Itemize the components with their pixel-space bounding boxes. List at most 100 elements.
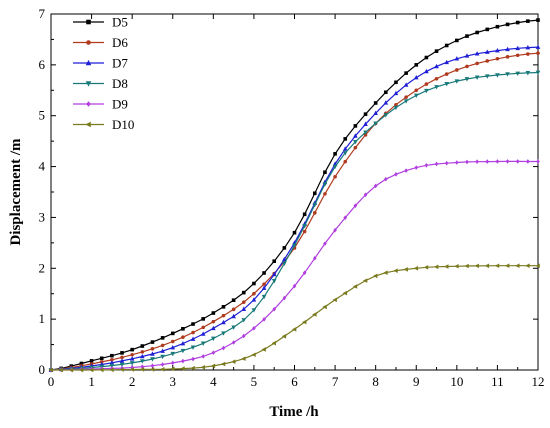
data-point-d10 xyxy=(78,367,84,373)
legend-marker-d6 xyxy=(86,40,91,45)
data-point-d9 xyxy=(241,333,246,339)
data-point-d8 xyxy=(353,139,358,145)
x-tick-label: 12 xyxy=(532,374,545,389)
data-point-d7 xyxy=(200,331,206,336)
data-point-d10 xyxy=(444,264,449,269)
data-point-d8 xyxy=(444,81,449,87)
data-point-d5 xyxy=(323,170,327,175)
legend-label-d8: D8 xyxy=(112,76,128,91)
data-point-d9 xyxy=(343,215,348,220)
data-point-d9 xyxy=(201,354,205,359)
data-point-d7 xyxy=(231,313,236,319)
data-point-d9 xyxy=(526,159,530,164)
data-point-d10 xyxy=(231,359,236,365)
data-point-d10 xyxy=(383,270,388,276)
data-point-d8 xyxy=(302,224,307,229)
data-point-d5 xyxy=(89,359,94,363)
data-point-d10 xyxy=(362,278,368,283)
data-point-d6 xyxy=(201,325,205,330)
data-point-d5 xyxy=(444,43,449,48)
data-point-d9 xyxy=(333,227,337,233)
data-point-d10 xyxy=(373,273,378,279)
x-axis-title: Time /h xyxy=(269,404,319,420)
data-point-d8 xyxy=(535,70,541,76)
data-point-d5 xyxy=(140,344,145,348)
data-point-d5 xyxy=(495,24,500,29)
legend-label-d5: D5 xyxy=(112,15,128,30)
x-tick-label: 9 xyxy=(413,374,420,389)
data-point-d9 xyxy=(231,340,236,345)
data-point-d7 xyxy=(221,319,226,325)
data-point-d5 xyxy=(302,212,307,217)
data-point-d7 xyxy=(160,348,165,353)
x-tick-label: 10 xyxy=(450,374,463,389)
legend-label-d7: D7 xyxy=(112,56,128,71)
legend-label-d10: D10 xyxy=(112,117,134,132)
data-point-d7 xyxy=(505,46,510,52)
data-point-d6 xyxy=(323,192,327,196)
data-point-d5 xyxy=(434,49,439,53)
data-point-d5 xyxy=(110,353,114,358)
data-point-d10 xyxy=(129,367,134,372)
data-point-d10 xyxy=(332,297,337,303)
data-point-d5 xyxy=(79,361,84,366)
data-point-d6 xyxy=(191,330,195,335)
data-point-d10 xyxy=(464,263,469,269)
data-point-d10 xyxy=(474,263,479,269)
data-point-d7 xyxy=(403,82,409,87)
data-point-d5 xyxy=(292,230,297,235)
data-point-d8 xyxy=(241,318,247,323)
y-tick-label: 5 xyxy=(39,108,46,123)
data-point-d6 xyxy=(333,174,337,179)
data-point-d10 xyxy=(241,356,246,362)
data-point-d5 xyxy=(353,124,358,128)
data-point-d7 xyxy=(119,358,125,363)
data-point-d8 xyxy=(424,88,429,94)
data-point-d7 xyxy=(525,44,531,50)
data-point-d5 xyxy=(424,55,429,60)
data-point-d5 xyxy=(272,259,277,263)
data-point-d10 xyxy=(190,365,195,371)
data-point-d6 xyxy=(140,350,145,354)
series-line-d10 xyxy=(51,265,538,371)
data-point-d7 xyxy=(424,68,429,74)
data-point-d9 xyxy=(150,363,155,369)
data-point-d10 xyxy=(139,367,145,372)
data-point-d10 xyxy=(170,366,175,372)
legend-item-d8: D8 xyxy=(73,76,128,91)
x-tick-label: 7 xyxy=(332,374,339,389)
data-point-d6 xyxy=(363,133,368,137)
data-point-d5 xyxy=(343,137,348,141)
data-point-d6 xyxy=(394,102,398,107)
data-point-d5 xyxy=(201,317,205,321)
data-point-d10 xyxy=(525,263,530,269)
series-d7 xyxy=(48,44,541,372)
series-d8 xyxy=(48,70,541,373)
data-point-d10 xyxy=(271,340,277,346)
data-point-d7 xyxy=(109,360,115,365)
x-tick-label: 2 xyxy=(129,374,136,389)
series-d5 xyxy=(49,18,540,372)
x-tick-label: 4 xyxy=(210,374,217,389)
data-point-d8 xyxy=(322,182,328,187)
data-point-d8 xyxy=(312,202,318,208)
data-point-d8 xyxy=(434,85,439,90)
data-point-d5 xyxy=(211,311,216,315)
data-point-d6 xyxy=(262,282,266,286)
data-point-d10 xyxy=(149,367,155,372)
data-point-d8 xyxy=(515,71,521,76)
data-point-d7 xyxy=(271,271,277,277)
data-point-d6 xyxy=(170,339,175,344)
data-point-d9 xyxy=(515,159,520,164)
data-point-d10 xyxy=(48,367,53,373)
y-tick-label: 2 xyxy=(39,260,46,275)
data-point-d8 xyxy=(140,359,145,364)
data-point-d9 xyxy=(384,176,388,182)
y-tick-label: 3 xyxy=(39,209,46,224)
data-point-d7 xyxy=(190,336,196,341)
data-point-d8 xyxy=(413,93,419,98)
data-point-d8 xyxy=(454,79,460,84)
data-point-d9 xyxy=(160,362,165,367)
data-point-d8 xyxy=(525,71,531,76)
legend-marker-d10 xyxy=(85,121,91,128)
